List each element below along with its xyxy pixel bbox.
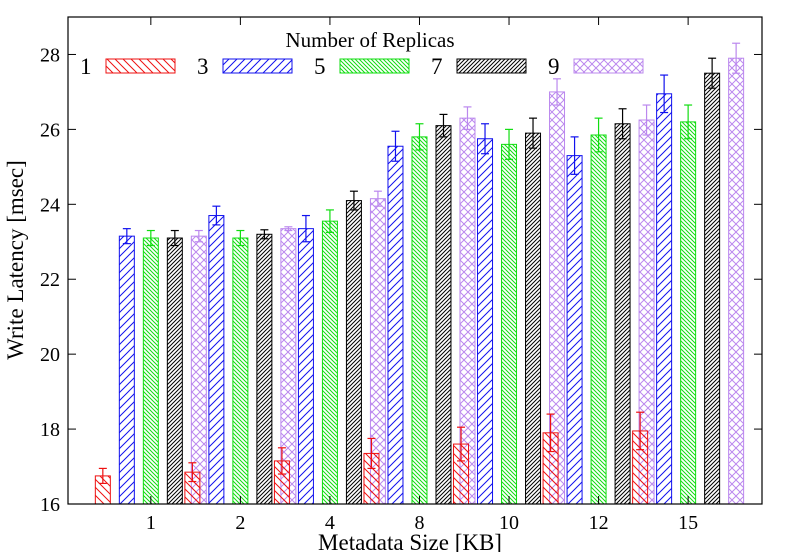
error-bar-series-1-cat-12 (546, 413, 555, 453)
bar-series-5-cat-1 (142, 237, 159, 505)
error-bar-series-7-cat-1 (170, 229, 179, 247)
legend-label-3: 3 (197, 54, 209, 79)
error-bar-series-5-cat-15 (684, 104, 693, 140)
bar-series-5-cat-12 (590, 134, 607, 505)
bar-series-3-cat-10 (477, 138, 494, 505)
error-bar-series-3-cat-10 (481, 123, 490, 155)
error-bar-series-1-cat-4 (277, 447, 286, 475)
legend-swatch-9 (573, 58, 644, 74)
y-tick-label: 20 (40, 344, 60, 366)
bar-series-7-cat-8 (435, 125, 452, 505)
bar-series-3-cat-2 (208, 215, 225, 505)
error-bar-series-1-cat-1 (98, 467, 107, 484)
bar-series-9-cat-1 (190, 235, 207, 505)
error-bar-series-9-cat-1 (194, 229, 203, 243)
x-tick-label: 8 (414, 512, 424, 534)
error-bar-series-9-cat-12 (642, 104, 651, 136)
bar-series-7-cat-2 (256, 233, 273, 505)
error-bar-series-7-cat-2 (260, 229, 269, 240)
y-tick-label: 22 (40, 269, 60, 291)
x-tick-label: 4 (325, 512, 335, 534)
bar-series-7-cat-10 (525, 132, 542, 505)
legend-swatch-3 (222, 58, 293, 74)
error-bar-series-7-cat-15 (708, 57, 717, 89)
bar-series-7-cat-15 (704, 72, 721, 505)
error-bar-series-9-cat-4 (373, 190, 382, 207)
error-bar-series-1-cat-10 (457, 426, 466, 462)
error-bar-series-7-cat-12 (618, 108, 627, 140)
error-bar-series-5-cat-8 (415, 123, 424, 151)
plot-frame (67, 16, 763, 505)
bar-series-5-cat-10 (501, 143, 518, 505)
error-bar-series-3-cat-1 (122, 228, 131, 245)
error-bar-series-9-cat-15 (732, 42, 741, 74)
error-bar-series-5-cat-10 (505, 128, 514, 160)
error-bar-series-3-cat-15 (660, 74, 669, 114)
error-bar-series-1-cat-2 (188, 462, 197, 483)
error-bar-series-7-cat-10 (529, 117, 538, 149)
bar-series-5-cat-2 (232, 237, 249, 505)
x-tick-label: 1 (146, 512, 156, 534)
bar-series-3-cat-1 (118, 235, 135, 505)
error-bar-series-1-cat-8 (367, 437, 376, 470)
y-tick-label: 28 (40, 44, 60, 66)
y-tick-label: 18 (40, 419, 60, 441)
legend-swatch-1 (105, 58, 176, 74)
y-axis-label: Write Latency [msec] (3, 160, 28, 360)
legend-swatch-5 (339, 58, 410, 74)
bar-series-5-cat-4 (321, 220, 338, 505)
bar-series-3-cat-8 (387, 145, 404, 505)
error-bar-series-3-cat-12 (570, 136, 579, 175)
bar-series-3-cat-12 (566, 155, 583, 505)
y-tick-label: 16 (40, 494, 60, 516)
error-bar-series-3-cat-8 (391, 130, 400, 162)
legend: Number of Replicas 1 3 5 7 9 (80, 28, 644, 79)
bar-series-7-cat-4 (345, 200, 362, 505)
legend-label-9: 9 (548, 54, 560, 79)
error-bar-series-7-cat-8 (439, 113, 448, 138)
bar-series-3-cat-15 (656, 93, 673, 505)
error-bar-series-7-cat-4 (349, 190, 358, 211)
error-bar-series-9-cat-10 (553, 78, 562, 106)
legend-label-7: 7 (431, 54, 443, 79)
bar-series-7-cat-12 (614, 123, 631, 505)
legend-label-5: 5 (314, 54, 326, 79)
error-bar-series-3-cat-2 (212, 205, 221, 226)
error-bar-series-3-cat-4 (301, 214, 310, 243)
bar-series-5-cat-15 (680, 121, 697, 505)
y-tick-label: 26 (40, 119, 60, 141)
error-bar-series-1-cat-15 (636, 411, 645, 451)
bar-series-3-cat-4 (297, 228, 314, 505)
error-bar-series-5-cat-12 (594, 117, 603, 153)
error-bar-series-5-cat-2 (236, 229, 245, 247)
y-tick-label: 24 (40, 194, 60, 216)
error-bar-series-5-cat-4 (325, 209, 334, 234)
legend-label-1: 1 (80, 54, 92, 79)
bar-series-7-cat-1 (166, 237, 183, 505)
error-bar-series-9-cat-8 (463, 106, 472, 130)
x-tick-label: 15 (678, 512, 698, 534)
error-bars-layer (98, 42, 741, 484)
bar-series-5-cat-8 (411, 136, 428, 505)
x-tick-label: 12 (589, 512, 609, 534)
x-axis-label: Metadata Size [KB] (318, 530, 502, 552)
legend-title: Number of Replicas (285, 28, 454, 52)
error-bar-series-5-cat-1 (146, 229, 155, 247)
legend-swatch-7 (456, 58, 527, 74)
x-tick-label: 10 (499, 512, 519, 534)
error-bar-series-9-cat-2 (284, 226, 293, 232)
x-tick-label: 2 (235, 512, 245, 534)
bar-series-9-cat-15 (728, 57, 745, 505)
